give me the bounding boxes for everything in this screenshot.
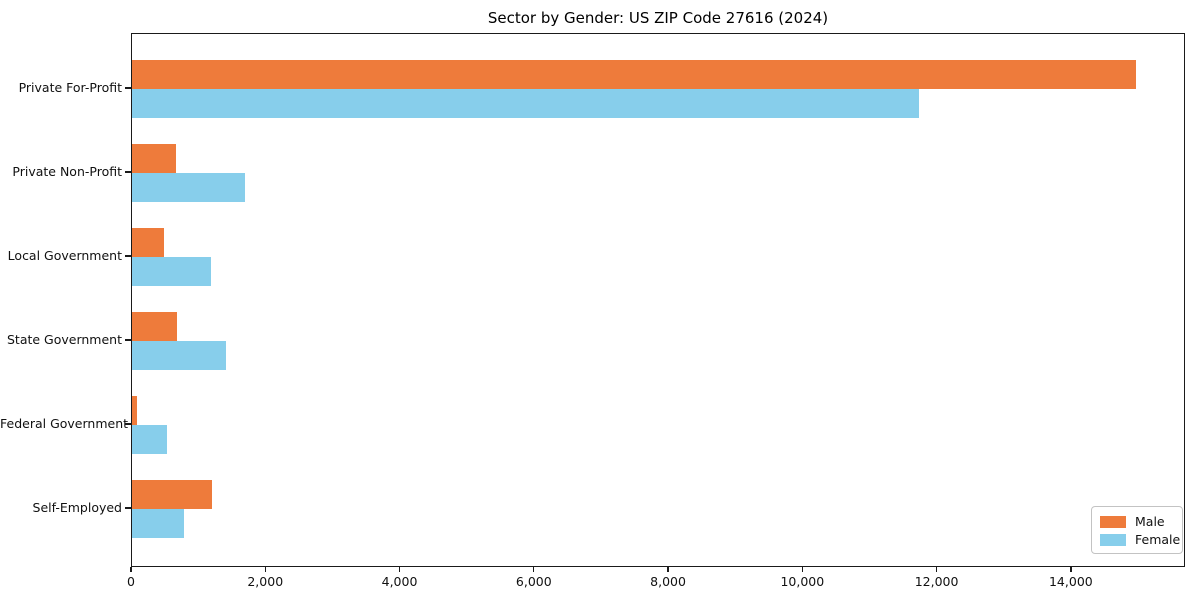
x-tick-mark bbox=[935, 567, 938, 572]
bar-male-local-government bbox=[132, 228, 165, 257]
legend-item-male: Male bbox=[1100, 514, 1174, 529]
x-tick-mark bbox=[801, 567, 804, 572]
bar-female-federal-government bbox=[132, 425, 167, 454]
x-tick-label-12000: 12,000 bbox=[914, 574, 959, 589]
legend-label-female: Female bbox=[1135, 532, 1181, 547]
bar-female-self-employed bbox=[132, 509, 185, 538]
y-tick-label-self-employed: Self-Employed bbox=[32, 500, 122, 515]
bar-female-private-for-profit bbox=[132, 89, 919, 118]
y-tick-mark bbox=[125, 87, 131, 89]
bar-male-state-government bbox=[132, 312, 177, 341]
male-color-swatch bbox=[1100, 515, 1126, 528]
x-tick-mark bbox=[264, 567, 266, 572]
legend: Male Female bbox=[1091, 506, 1183, 554]
plot-area bbox=[131, 33, 1185, 567]
y-tick-mark bbox=[125, 171, 131, 173]
x-tick-mark bbox=[398, 567, 401, 572]
x-tick-label-8000: 8,000 bbox=[650, 574, 686, 589]
bar-male-private-non-profit bbox=[132, 144, 177, 173]
x-tick-label-4000: 4,000 bbox=[381, 574, 418, 589]
x-tick-label-10000: 10,000 bbox=[780, 574, 825, 589]
bar-male-private-for-profit bbox=[132, 60, 1137, 89]
y-tick-label-private-for-profit: Private For-Profit bbox=[18, 80, 122, 95]
x-tick-label-6000: 6,000 bbox=[515, 574, 552, 589]
chart-title: Sector by Gender: US ZIP Code 27616 (202… bbox=[487, 9, 829, 27]
female-color-swatch bbox=[1100, 533, 1126, 546]
y-tick-label-state-government: State Government bbox=[6, 332, 122, 347]
legend-label-male: Male bbox=[1135, 514, 1165, 529]
bar-male-self-employed bbox=[132, 480, 212, 509]
y-tick-mark bbox=[125, 339, 131, 341]
x-tick-label-0: 0 bbox=[127, 574, 135, 589]
bar-female-private-non-profit bbox=[132, 173, 246, 202]
legend-item-female: Female bbox=[1100, 532, 1180, 547]
x-tick-label-14000: 14,000 bbox=[1048, 574, 1093, 589]
y-tick-label-local-government: Local Government bbox=[7, 248, 122, 263]
x-tick-mark bbox=[1070, 567, 1072, 572]
bar-female-state-government bbox=[132, 341, 226, 370]
x-tick-mark bbox=[533, 567, 535, 572]
y-tick-label-private-non-profit: Private Non-Profit bbox=[12, 164, 122, 179]
y-tick-mark bbox=[125, 507, 131, 509]
x-tick-label-2000: 2,000 bbox=[247, 574, 284, 589]
bar-male-federal-government bbox=[132, 396, 138, 425]
bar-female-local-government bbox=[132, 257, 212, 286]
x-tick-mark bbox=[667, 567, 669, 572]
y-tick-mark bbox=[125, 255, 131, 257]
y-tick-mark bbox=[125, 423, 131, 425]
y-tick-label-federal-government: Federal Government bbox=[0, 416, 129, 431]
x-tick-mark bbox=[130, 567, 132, 572]
